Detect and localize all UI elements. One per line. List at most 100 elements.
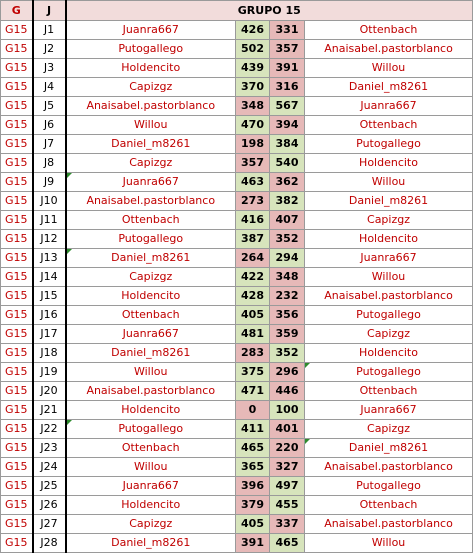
away-player-cell[interactable]: Juanra667 [303,96,474,116]
away-player-cell[interactable]: Ottenbach [303,115,474,135]
home-player-cell[interactable]: Holdencito [64,495,236,515]
home-player-cell[interactable]: Ottenbach [64,305,236,325]
away-player-cell[interactable]: Putogallego [303,305,474,325]
home-score-cell[interactable]: 365 [235,457,270,477]
home-player-cell[interactable]: Capizgz [64,267,236,287]
home-player-cell[interactable]: Anaisabel.pastorblanco [64,96,236,116]
home-score-cell[interactable]: 283 [235,343,270,363]
round-cell[interactable]: J4 [31,77,66,97]
home-player-cell[interactable]: Juanra667 [64,476,236,496]
home-player-cell[interactable]: Ottenbach [64,438,236,458]
home-score-cell[interactable]: 470 [235,115,270,135]
away-player-cell[interactable]: Ottenbach [303,381,474,401]
away-score-cell[interactable]: 407 [269,210,305,230]
away-score-cell[interactable]: 232 [269,286,305,306]
away-player-cell[interactable]: Juanra667 [303,248,474,268]
away-player-cell[interactable]: Willou [303,267,474,287]
home-score-cell[interactable]: 375 [235,362,270,382]
round-cell[interactable]: J24 [31,457,66,477]
home-score-cell[interactable]: 465 [235,438,270,458]
group-cell[interactable]: G15 [0,533,33,553]
away-player-cell[interactable]: Holdencito [303,229,474,249]
away-score-cell[interactable]: 401 [269,419,305,439]
home-score-cell[interactable]: 405 [235,305,270,325]
home-score-cell[interactable]: 391 [235,533,270,553]
home-score-cell[interactable]: 502 [235,39,270,59]
home-player-cell[interactable]: Holdencito [64,58,236,78]
home-player-cell[interactable]: Willou [64,362,236,382]
group-cell[interactable]: G15 [0,495,33,515]
group-cell[interactable]: G15 [0,400,33,420]
group-cell[interactable]: G15 [0,134,33,154]
away-score-cell[interactable]: 100 [269,400,305,420]
home-score-cell[interactable]: 422 [235,267,270,287]
away-player-cell[interactable]: Capizgz [303,210,474,230]
round-cell[interactable]: J9 [31,172,66,192]
home-player-cell[interactable]: Ottenbach [64,210,236,230]
group-cell[interactable]: G15 [0,267,33,287]
group-cell[interactable]: G15 [0,210,33,230]
group-cell[interactable]: G15 [0,172,33,192]
round-cell[interactable]: J12 [31,229,66,249]
away-player-cell[interactable]: Willou [303,58,474,78]
away-score-cell[interactable]: 220 [269,438,305,458]
home-score-cell[interactable]: 264 [235,248,270,268]
group-cell[interactable]: G15 [0,20,33,40]
round-cell[interactable]: J25 [31,476,66,496]
round-cell[interactable]: J14 [31,267,66,287]
away-player-cell[interactable]: Ottenbach [303,495,474,515]
home-player-cell[interactable]: Holdencito [64,286,236,306]
group-cell[interactable]: G15 [0,438,33,458]
group-cell[interactable]: G15 [0,324,33,344]
away-score-cell[interactable]: 316 [269,77,305,97]
round-cell[interactable]: J5 [31,96,66,116]
away-score-cell[interactable]: 362 [269,172,305,192]
home-score-cell[interactable]: 481 [235,324,270,344]
home-player-cell[interactable]: Juanra667 [64,324,236,344]
home-player-cell[interactable]: Juanra667 [64,20,236,40]
away-score-cell[interactable]: 540 [269,153,305,173]
group-cell[interactable]: G15 [0,305,33,325]
away-score-cell[interactable]: 567 [269,96,305,116]
group-cell[interactable]: G15 [0,476,33,496]
away-player-cell[interactable]: Capizgz [303,324,474,344]
home-score-cell[interactable]: 416 [235,210,270,230]
away-player-cell[interactable]: Daniel_m8261 [303,191,474,211]
home-score-cell[interactable]: 370 [235,77,270,97]
home-player-cell[interactable]: Willou [64,115,236,135]
home-player-cell[interactable]: Juanra667 [64,172,236,192]
round-cell[interactable]: J10 [31,191,66,211]
round-cell[interactable]: J19 [31,362,66,382]
home-player-cell[interactable]: Putogallego [64,39,236,59]
away-score-cell[interactable]: 352 [269,229,305,249]
away-score-cell[interactable]: 446 [269,381,305,401]
round-cell[interactable]: J7 [31,134,66,154]
away-player-cell[interactable]: Anaisabel.pastorblanco [303,39,474,59]
home-player-cell[interactable]: Anaisabel.pastorblanco [64,191,236,211]
away-score-cell[interactable]: 455 [269,495,305,515]
group-cell[interactable]: G15 [0,381,33,401]
round-cell[interactable]: J22 [31,419,66,439]
header-j[interactable]: J [31,0,66,21]
round-cell[interactable]: J2 [31,39,66,59]
group-cell[interactable]: G15 [0,58,33,78]
round-cell[interactable]: J11 [31,210,66,230]
home-score-cell[interactable]: 273 [235,191,270,211]
away-player-cell[interactable]: Anaisabel.pastorblanco [303,286,474,306]
home-score-cell[interactable]: 426 [235,20,270,40]
away-score-cell[interactable]: 296 [269,362,305,382]
away-player-cell[interactable]: Daniel_m8261 [303,438,474,458]
away-player-cell[interactable]: Holdencito [303,153,474,173]
home-player-cell[interactable]: Anaisabel.pastorblanco [64,381,236,401]
group-cell[interactable]: G15 [0,96,33,116]
group-cell[interactable]: G15 [0,248,33,268]
group-cell[interactable]: G15 [0,39,33,59]
home-score-cell[interactable]: 405 [235,514,270,534]
away-score-cell[interactable]: 331 [269,20,305,40]
home-score-cell[interactable]: 411 [235,419,270,439]
away-player-cell[interactable]: Willou [303,172,474,192]
group-cell[interactable]: G15 [0,77,33,97]
home-player-cell[interactable]: Capizgz [64,77,236,97]
home-score-cell[interactable]: 428 [235,286,270,306]
group-title[interactable]: GRUPO 15 [64,0,474,21]
